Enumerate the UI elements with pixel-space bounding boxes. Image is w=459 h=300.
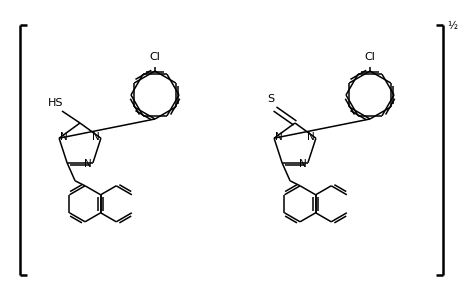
Text: N: N: [298, 159, 306, 169]
Text: N: N: [92, 132, 100, 142]
Text: N: N: [84, 159, 92, 169]
Text: HS: HS: [48, 98, 64, 108]
Text: S: S: [267, 94, 274, 104]
Text: N: N: [274, 132, 282, 142]
Text: ½: ½: [446, 21, 456, 31]
Text: Cl: Cl: [149, 52, 160, 62]
Text: N: N: [60, 132, 68, 142]
Text: Cl: Cl: [364, 52, 375, 62]
Text: N: N: [306, 132, 314, 142]
